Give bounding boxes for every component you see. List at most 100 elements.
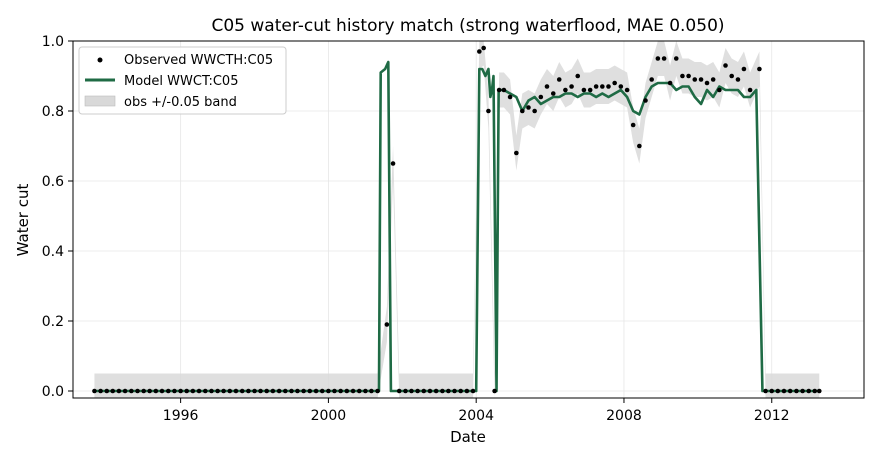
observed-point xyxy=(763,388,768,394)
observed-point xyxy=(270,388,276,394)
observed-point xyxy=(806,388,812,394)
observed-point xyxy=(110,388,116,394)
observed-point xyxy=(184,388,189,394)
observed-point xyxy=(612,80,617,86)
observed-series xyxy=(92,45,822,394)
observed-point xyxy=(496,87,502,93)
observed-point xyxy=(98,388,103,394)
observed-point xyxy=(104,388,110,394)
y-tick-label: 0.2 xyxy=(42,314,64,330)
observed-point xyxy=(122,388,128,394)
observed-point xyxy=(661,56,667,61)
observed-point xyxy=(239,388,245,394)
observed-point xyxy=(396,388,402,394)
observed-point xyxy=(630,122,636,128)
observed-point xyxy=(600,84,605,89)
observed-point xyxy=(326,388,331,394)
observed-point xyxy=(159,388,165,394)
observed-point xyxy=(587,87,593,93)
observed-point xyxy=(481,45,486,51)
observed-point xyxy=(165,388,171,394)
plot-frame xyxy=(72,40,865,399)
observed-point xyxy=(698,77,704,82)
observed-point xyxy=(775,388,781,394)
model-series xyxy=(94,60,820,393)
chart-title: C05 water-cut history match (strong wate… xyxy=(211,16,724,36)
observed-point xyxy=(741,66,747,72)
model-line xyxy=(94,60,820,393)
legend-band-label: obs +/-0.05 band xyxy=(124,95,237,110)
observed-point xyxy=(729,73,734,79)
observed-point xyxy=(332,388,337,394)
observed-point xyxy=(492,388,497,394)
observed-point xyxy=(486,108,491,114)
observed-point xyxy=(452,388,457,394)
observed-point xyxy=(446,388,451,394)
observed-point xyxy=(319,388,325,394)
observed-point xyxy=(458,388,464,394)
observed-point xyxy=(507,94,513,100)
observed-point xyxy=(233,388,239,394)
observed-point xyxy=(723,63,728,68)
x-tick-label: 2004 xyxy=(458,408,494,424)
observed-point xyxy=(433,388,439,394)
y-axis: 0.0 0.2 0.4 0.6 0.8 1.0 xyxy=(42,34,73,400)
observed-point xyxy=(501,87,507,93)
observed-point xyxy=(221,388,226,394)
observed-point xyxy=(757,66,762,72)
observed-point xyxy=(514,150,519,156)
observed-point xyxy=(717,87,722,93)
observed-point xyxy=(92,388,97,394)
observed-point xyxy=(289,388,294,394)
observed-point xyxy=(556,77,562,82)
legend-box xyxy=(78,46,287,115)
observed-point xyxy=(421,388,427,394)
observed-point xyxy=(196,388,202,394)
observed-point xyxy=(178,388,183,394)
observed-point xyxy=(215,388,220,394)
x-tick-label: 2008 xyxy=(606,408,642,424)
y-tick-label: 0.8 xyxy=(42,104,64,120)
observed-point xyxy=(563,87,568,93)
x-tick-label: 2000 xyxy=(311,408,347,424)
observed-point xyxy=(544,84,550,89)
obs-band xyxy=(94,41,820,398)
observed-point xyxy=(550,91,556,96)
observed-point xyxy=(800,388,805,394)
observed-point xyxy=(227,388,233,394)
observed-point xyxy=(581,87,587,93)
observed-point xyxy=(338,388,343,394)
observed-point xyxy=(172,388,177,394)
observed-point xyxy=(141,388,147,394)
y-tick-label: 0.6 xyxy=(42,174,64,190)
observed-point xyxy=(618,84,624,89)
observed-point xyxy=(258,388,263,394)
observed-point xyxy=(520,108,525,114)
legend-model-label: Model WWCT:C05 xyxy=(124,74,238,89)
observed-point xyxy=(295,388,300,394)
y-tick-label: 0.0 xyxy=(42,384,64,400)
observed-point xyxy=(252,388,257,394)
observed-point xyxy=(649,77,654,82)
observed-point xyxy=(787,388,793,394)
observed-point xyxy=(415,388,420,394)
observed-point xyxy=(313,388,319,394)
observed-point xyxy=(246,388,251,394)
observed-point xyxy=(427,388,433,394)
observed-point xyxy=(637,143,642,149)
observed-point xyxy=(470,388,476,394)
observed-point xyxy=(344,388,350,394)
x-axis-title: Date xyxy=(450,428,486,446)
observed-point xyxy=(569,84,574,89)
observed-point xyxy=(575,73,581,79)
observed-point xyxy=(409,388,414,394)
legend: Observed WWCTH:C05 Model WWCT:C05 obs +/… xyxy=(78,46,287,115)
observed-point xyxy=(363,388,368,394)
observed-point xyxy=(606,84,611,89)
observed-point xyxy=(129,388,134,394)
observed-point xyxy=(153,388,159,394)
observed-point xyxy=(816,388,822,394)
observed-point xyxy=(526,105,531,110)
observed-point xyxy=(477,49,482,54)
